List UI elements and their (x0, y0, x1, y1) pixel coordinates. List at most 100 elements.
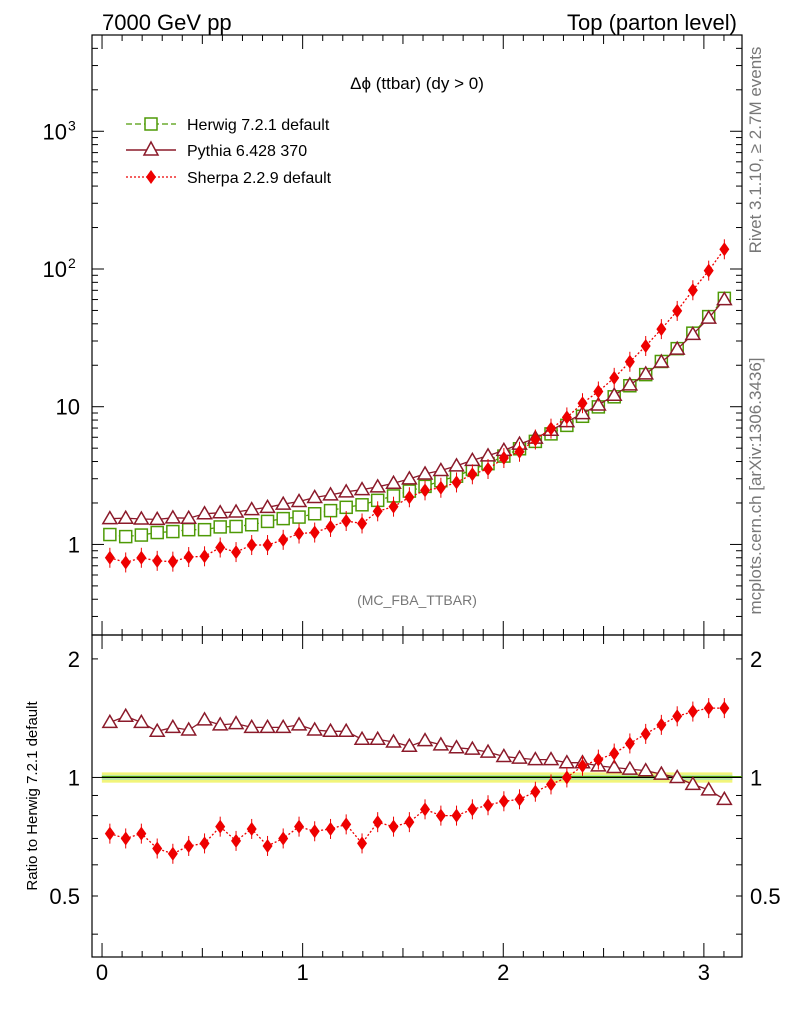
main-point-pythia (369, 478, 386, 493)
ratio-y-axis-title: Ratio to Herwig 7.2.1 default (24, 701, 41, 891)
ratio-point-pythia (101, 713, 119, 729)
ratio-point-sherpa (262, 838, 273, 853)
main-point-herwig (118, 529, 133, 544)
main-point-herwig (103, 527, 117, 542)
main-point-sherpa (577, 396, 588, 411)
main-point-pythia (621, 376, 639, 391)
ratio-point-sherpa (656, 717, 667, 732)
ratio-point-sherpa (577, 758, 588, 773)
main-point-pythia (148, 510, 166, 526)
main-point-sherpa (719, 242, 730, 257)
main-point-sherpa (278, 532, 289, 547)
ratio-point-sherpa (404, 815, 415, 830)
main-point-sherpa (593, 384, 604, 399)
main-point-sherpa (262, 538, 273, 553)
ratio-point-pythia (322, 722, 339, 738)
main-point-pythia (416, 465, 434, 480)
main-point-sherpa (231, 545, 242, 560)
main-point-sherpa (104, 550, 115, 565)
main-point-sherpa (388, 499, 399, 514)
ratio-point-sherpa (136, 826, 147, 841)
x-tick-label: 2 (497, 960, 509, 985)
ratio-point-pythia (416, 732, 434, 747)
main-point-herwig (213, 520, 227, 534)
ratio-point-sherpa (687, 704, 698, 719)
main-y-tick-label: 10 (43, 119, 67, 144)
main-point-pythia (605, 386, 623, 402)
main-point-pythia (117, 509, 135, 524)
ratio-point-sherpa (104, 826, 115, 841)
ratio-point-sherpa (467, 802, 478, 817)
main-point-pythia (133, 510, 150, 525)
main-point-herwig (260, 514, 275, 529)
ratio-point-pythia (259, 718, 276, 734)
legend-label-sherpa: Sherpa 2.2.9 default (187, 170, 332, 187)
ratio-point-sherpa (325, 821, 336, 836)
main-y-tick-label: 10 (56, 395, 80, 420)
energy-label: 7000 GeV pp (102, 10, 232, 35)
main-point-pythia (401, 470, 418, 485)
ratio-point-sherpa (624, 736, 635, 751)
main-point-pythia (684, 325, 702, 341)
ratio-point-pythia (385, 733, 402, 748)
main-point-herwig (229, 519, 243, 534)
main-y-tick-label: 1 (68, 532, 80, 557)
ratio-y-tick-label-right: 2 (750, 647, 762, 672)
legend-marker-sherpa (146, 170, 156, 184)
main-point-herwig (276, 511, 290, 526)
main-point-sherpa (294, 526, 305, 541)
ratio-point-sherpa (246, 821, 257, 836)
main-point-herwig (307, 507, 322, 521)
ratio-point-pythia (432, 736, 450, 751)
ratio-point-sherpa (294, 819, 305, 834)
x-tick-label: 1 (297, 960, 309, 985)
main-point-sherpa (325, 519, 336, 534)
main-point-sherpa (341, 513, 352, 528)
main-point-pythia (700, 309, 718, 324)
ratio-point-sherpa (357, 836, 368, 851)
ratio-y-tick-label-left: 0.5 (49, 884, 80, 909)
ratio-point-pythia (133, 713, 150, 729)
ratio-point-sherpa (120, 831, 131, 846)
ratio-y-tick-label-right: 1 (750, 765, 762, 790)
legend-label-herwig: Herwig 7.2.1 default (187, 117, 330, 134)
ratio-point-sherpa (215, 819, 226, 834)
main-point-sherpa (672, 303, 683, 318)
main-point-pythia (637, 365, 655, 380)
ratio-point-sherpa (199, 836, 210, 851)
ratio-point-pythia (684, 775, 702, 791)
main-point-sherpa (624, 354, 635, 369)
ratio-point-pythia (716, 790, 733, 806)
ratio-point-pythia (401, 737, 418, 753)
main-point-sherpa (167, 554, 178, 569)
main-point-sherpa (546, 421, 557, 436)
main-point-herwig (181, 522, 196, 537)
main-point-pythia (448, 457, 465, 472)
main-point-sherpa (640, 338, 651, 353)
legend: Herwig 7.2.1 default Pythia 6.428 370 Sh… (126, 117, 332, 187)
ratio-point-pythia (479, 743, 497, 758)
main-point-sherpa (530, 432, 541, 447)
ratio-point-pythia (164, 718, 182, 734)
main-point-sherpa (357, 516, 368, 531)
main-point-herwig (134, 528, 149, 542)
main-point-herwig (292, 510, 306, 524)
main-point-sherpa (404, 490, 415, 505)
ratio-point-sherpa (593, 752, 604, 767)
ratio-point-sherpa (183, 838, 194, 853)
ratio-point-pythia (653, 765, 670, 780)
ratio-y-tick-label-right: 0.5 (750, 884, 781, 909)
plot-title: Δϕ (ttbar) (dy > 0) (350, 74, 484, 93)
ratio-point-pythia (495, 748, 513, 763)
main-point-pythia (432, 462, 450, 477)
main-point-sherpa (420, 483, 431, 498)
main-point-herwig (197, 522, 212, 537)
main-point-sherpa (656, 322, 667, 337)
main-point-pythia (668, 340, 686, 355)
main-line-sherpa (109, 248, 725, 564)
ratio-point-pythia (637, 762, 655, 777)
axis-ticks (92, 34, 742, 957)
ratio-point-sherpa (672, 709, 683, 724)
ratio-point-sherpa (309, 824, 320, 839)
